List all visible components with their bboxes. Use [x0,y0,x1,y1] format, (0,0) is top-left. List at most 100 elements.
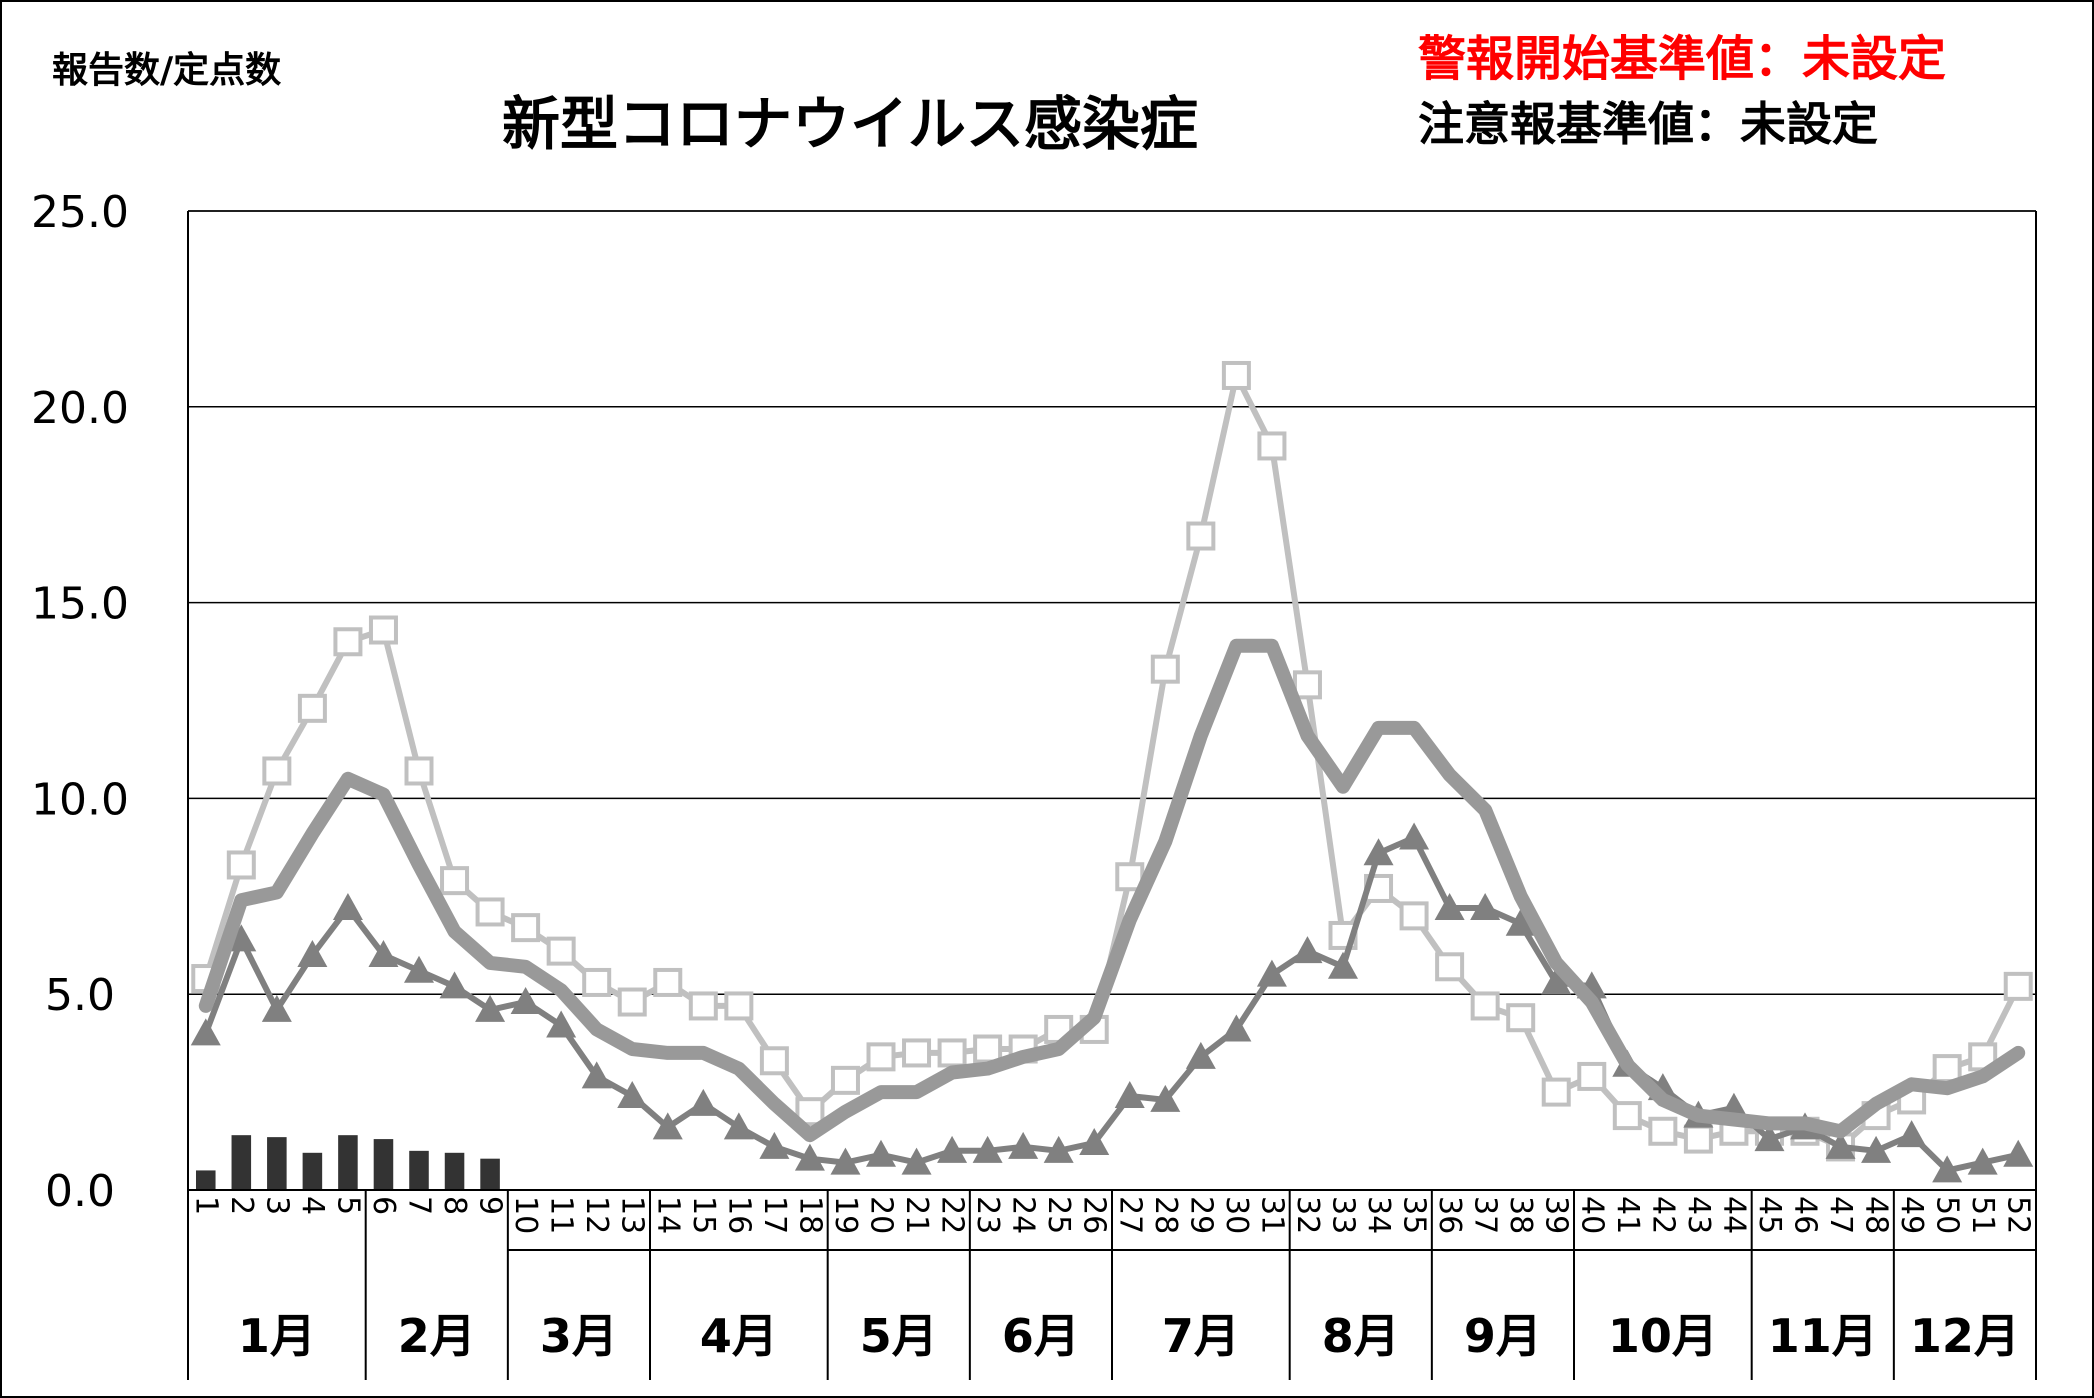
week-tick-label: 46 [1788,1196,1823,1234]
week-tick-label: 1 [188,1196,223,1215]
warning-threshold-label: 注意報基準値：未設定 [1418,97,1878,151]
square-marker [1932,1054,1962,1084]
square-marker [511,913,541,943]
alert-threshold-label: 警報開始基準値：未設定 [1418,31,1946,87]
square-marker [1577,1061,1607,1091]
triangle-marker [2003,1139,2034,1167]
chart-title: 新型コロナウイルス感染症 [502,90,1198,158]
triangle-marker [332,893,363,921]
y-tick-label: 5.0 [45,970,115,1021]
square-marker [1186,521,1216,551]
month-label: 12月 [1910,1309,2020,1363]
week-tick-label: 31 [1254,1196,1289,1234]
week-tick-label: 20 [864,1196,899,1234]
current-year-bar [195,1170,216,1190]
week-tick-label: 41 [1610,1196,1645,1234]
triangle-marker [972,1135,1003,1163]
month-label: 7月 [1162,1309,1240,1363]
month-label: 5月 [860,1309,938,1363]
square-marker [2003,971,2033,1001]
triangle-marker [1363,838,1394,866]
week-tick-label: 51 [1965,1196,2000,1234]
triangle-marker [1541,967,1572,995]
triangle-marker [617,1081,648,1109]
week-tick-label: 18 [792,1196,827,1234]
triangle-marker [1256,959,1287,987]
week-tick-label: 26 [1077,1196,1112,1234]
square-marker [297,693,327,723]
square-marker [795,1097,825,1127]
week-tick-label: 16 [721,1196,756,1234]
week-tick-label: 23 [970,1196,1005,1234]
triangle-marker [297,940,328,968]
week-tick-label: 38 [1503,1196,1538,1234]
square-marker [1470,991,1500,1021]
current-year-bar [409,1150,429,1190]
week-tick-label: 22 [935,1196,970,1234]
axis-layer: 0.05.010.015.020.025.01 2 3 4 5 6 7 8 9 10 11 12 13 1… [31,187,2037,1380]
triangle-marker [1328,951,1358,979]
grid-layer [188,210,2036,1190]
week-tick-label: 3 [259,1196,294,1215]
triangle-marker [1114,1081,1145,1109]
triangle-marker [510,987,541,1015]
current-year-bar [302,1152,323,1190]
week-tick-label: 30 [1219,1196,1254,1234]
triangle-marker [759,1131,790,1159]
square-marker [368,615,398,645]
triangle-marker [1292,936,1323,964]
triangle-marker [723,1112,754,1140]
square-marker [724,991,754,1021]
y-tick-label: 20.0 [31,383,129,434]
week-tick-label: 29 [1183,1196,1218,1234]
month-label: 9月 [1464,1309,1542,1363]
week-tick-label: 13 [615,1196,650,1234]
week-tick-label: 24 [1006,1196,1041,1234]
triangle-marker [652,1112,683,1140]
month-label: 4月 [700,1309,778,1363]
triangle-marker [1150,1084,1181,1112]
current-year-bar [267,1137,287,1190]
week-tick-label: 8 [437,1196,472,1215]
triangle-marker [226,924,257,952]
square-marker [475,897,505,927]
triangle-marker [688,1088,719,1116]
y-tick-label: 10.0 [31,774,129,825]
square-marker [546,936,576,966]
y-tick-label: 0.0 [45,1166,115,1217]
square-marker [440,866,470,896]
current-year-bar [480,1158,500,1190]
week-tick-label: 12 [579,1196,614,1234]
week-tick-label: 40 [1574,1196,1609,1234]
month-label: 10月 [1608,1309,1718,1363]
triangle-marker [475,994,506,1022]
square-marker [830,1065,860,1095]
month-label: 8月 [1322,1309,1400,1363]
week-tick-label: 50 [1930,1196,1965,1234]
week-tick-label: 49 [1894,1196,1929,1234]
triangle-marker [261,994,292,1022]
week-tick-label: 52 [2001,1196,2036,1234]
triangle-marker [581,1061,612,1089]
week-tick-label: 14 [650,1196,685,1234]
triangle-marker [1185,1041,1216,1069]
triangle-marker [866,1139,896,1167]
triangle-marker [368,940,399,968]
triangle-marker [1079,1128,1110,1156]
triangle-marker [1434,893,1465,921]
week-tick-label: 5 [330,1196,365,1215]
bar-layer [195,1135,500,1190]
triangle-marker [1043,1135,1074,1163]
series-thick-line [198,638,2026,1143]
square-marker [759,1046,789,1076]
square-marker [1435,952,1465,982]
current-year-bar [373,1139,394,1190]
triangle-marker [1505,908,1536,936]
square-marker [1399,901,1429,931]
week-tick-label: 45 [1752,1196,1787,1234]
triangle-marker [1932,1155,1963,1183]
square-marker [226,850,256,880]
week-tick-label: 39 [1539,1196,1574,1234]
week-tick-label: 36 [1432,1196,1467,1234]
square-marker [1612,1101,1642,1131]
